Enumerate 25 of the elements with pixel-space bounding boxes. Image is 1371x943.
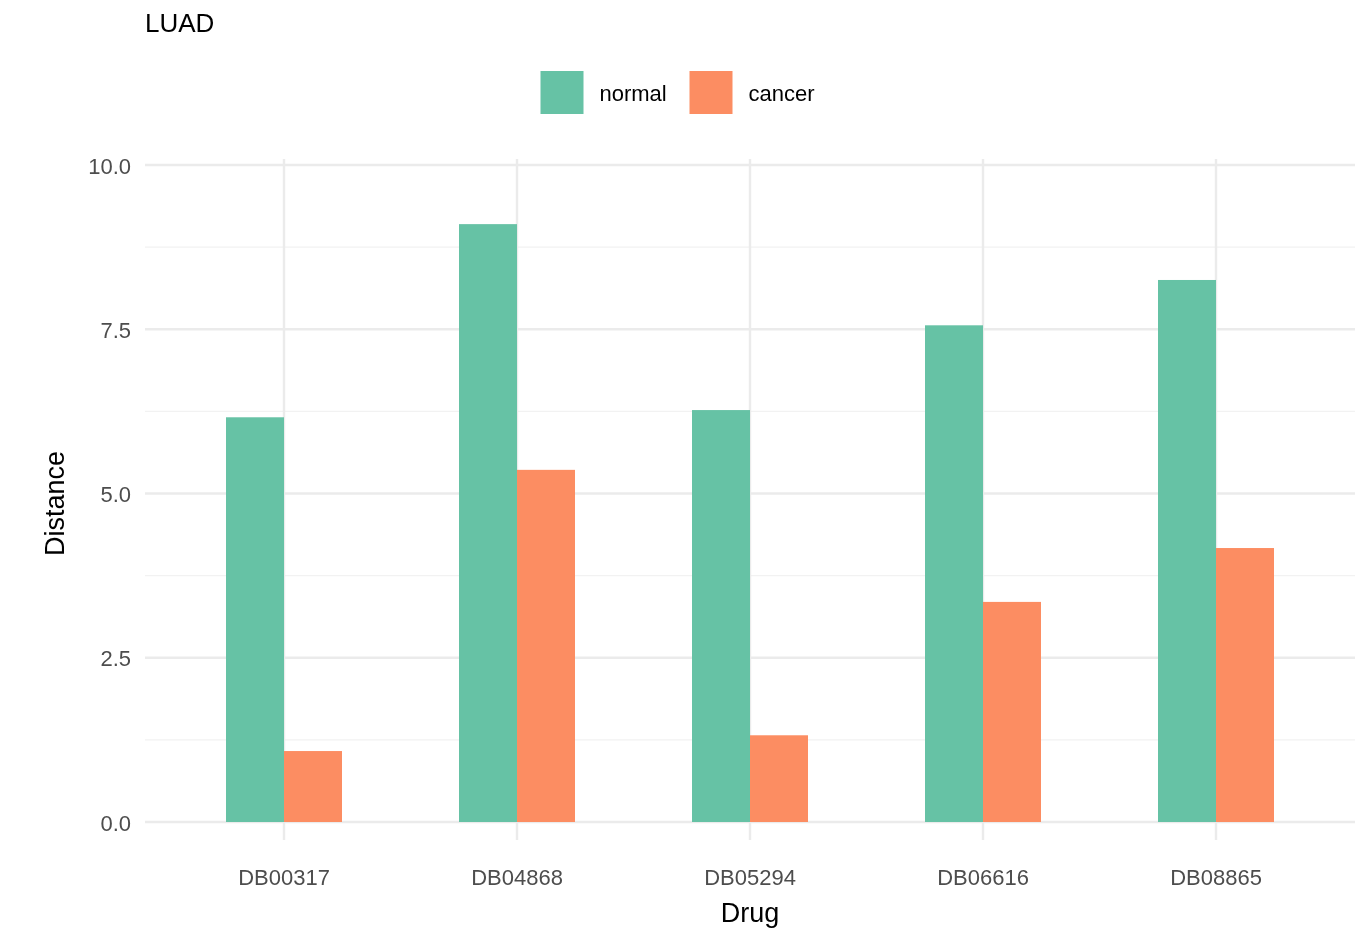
x-tick-label: DB06616 — [937, 865, 1029, 890]
y-tick-label: 10.0 — [88, 153, 131, 179]
y-axis-title: Distance — [40, 450, 70, 557]
legend-label: cancer — [748, 80, 815, 106]
chart-title: LUAD — [145, 8, 215, 38]
y-tick-label: 0.0 — [100, 810, 131, 836]
x-tick-label: DB04868 — [471, 865, 563, 890]
bar — [750, 735, 808, 822]
y-tick-label: 7.5 — [100, 317, 131, 343]
bar — [1158, 279, 1216, 822]
bar — [517, 469, 575, 822]
x-tick-label: DB08865 — [1170, 865, 1262, 890]
y-tick-label: 5.0 — [100, 482, 131, 508]
x-tick-label: DB05294 — [704, 865, 796, 890]
y-tick-label: 2.5 — [100, 646, 131, 672]
bar — [692, 410, 750, 822]
bar — [226, 417, 284, 822]
bar — [1216, 548, 1274, 822]
bar — [983, 601, 1041, 822]
x-axis-title: Drug — [720, 898, 780, 928]
bar — [925, 325, 983, 822]
legend-label: normal — [599, 80, 667, 106]
bar — [284, 751, 342, 822]
x-tick-label: DB00317 — [238, 865, 330, 890]
bar — [459, 224, 517, 822]
